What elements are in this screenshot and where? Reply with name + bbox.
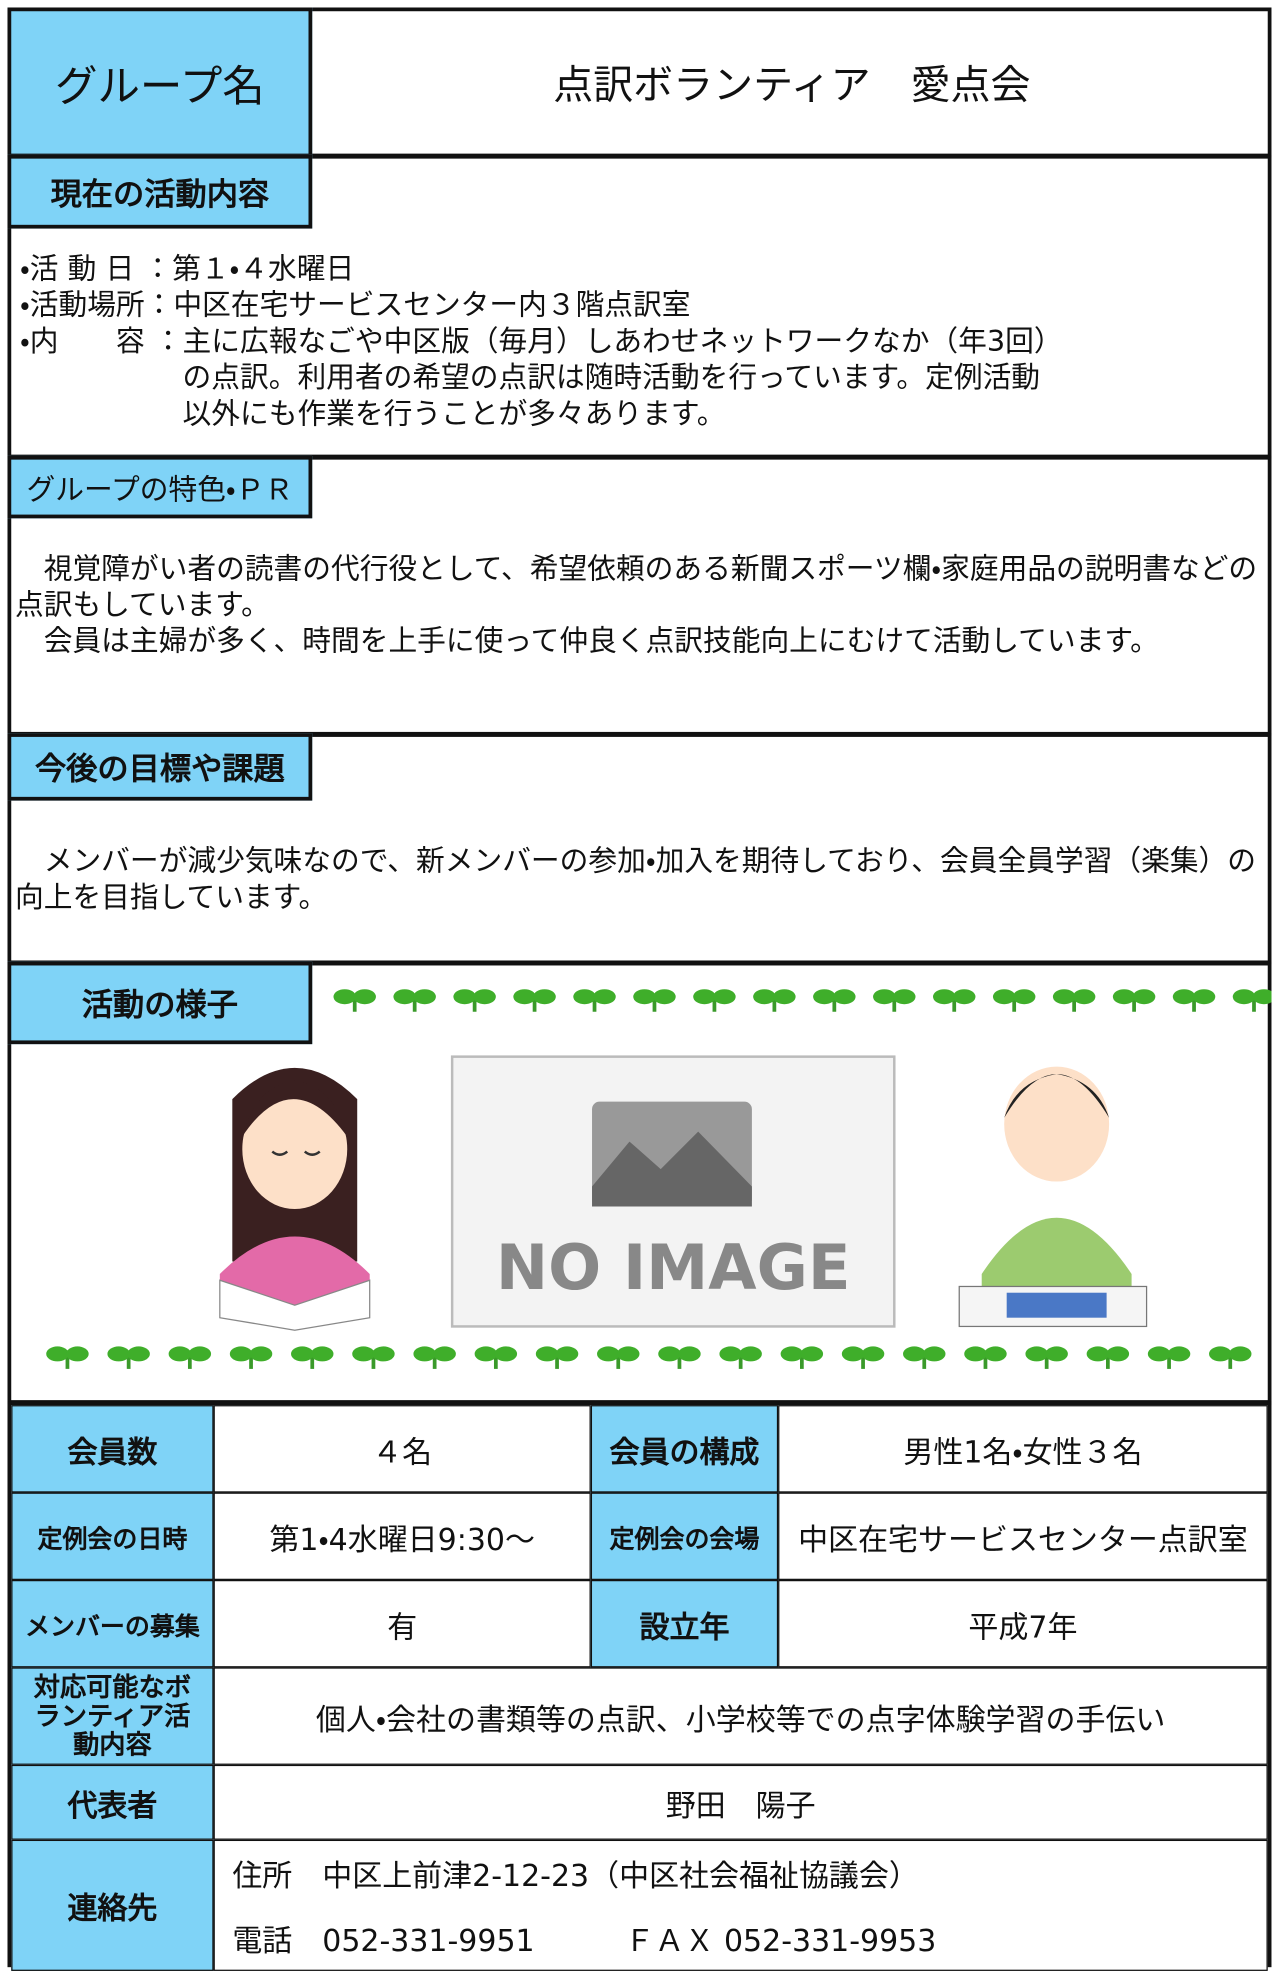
sprout: [1025, 1346, 1068, 1369]
header-label: グループ名: [7, 7, 313, 158]
item-line: 主に広報なごや中区版（毎月）しあわせネットワークなか（年3回）: [182, 325, 1063, 359]
sprout: [597, 1346, 640, 1369]
item-body: 中区在宅サービスセンター内３階点訳室: [173, 289, 690, 325]
sprout: [168, 1346, 212, 1369]
sprout: [1052, 989, 1096, 1012]
activity-item: ・活 動 日 ：第１・４水曜日: [20, 252, 1257, 288]
sprout: [413, 1346, 456, 1369]
activity-item: ・活動場所： 中区在宅サービスセンター内３階点訳室: [20, 289, 1257, 325]
table-cell: 男性1名・女性３名: [778, 1405, 1268, 1493]
goals-text: メンバーが減少気味なので、新メンバーの参加・加入を期待しており、会員全員学習（楽…: [15, 844, 1266, 916]
item-label: ・内 容 ：: [19, 325, 183, 359]
sprout: [453, 989, 496, 1012]
sprout: [841, 1346, 885, 1369]
sprout: [693, 989, 736, 1012]
table-cell: 有: [213, 1579, 591, 1668]
address: 住所 中区上前津2-12-23（中区社会福祉協議会）: [232, 1858, 919, 1894]
sprout: [352, 1346, 395, 1369]
sprout: [107, 1346, 150, 1369]
woman-illustration: [219, 1067, 371, 1331]
sprout: [229, 1346, 273, 1369]
item-line: の点訳。利用者の希望の点訳は随時活動を行っています。定例活動: [182, 362, 1041, 395]
sprout: [1112, 989, 1156, 1012]
section-title: 今後の目標や課題: [7, 733, 313, 801]
table-cell: 野田 陽子: [213, 1764, 1268, 1840]
item-line: 以外にも作業を行うことが多々あります。: [182, 398, 726, 431]
table-header-cell: 会員数: [11, 1405, 214, 1493]
sprout: [873, 989, 916, 1012]
phone-fax: 電話 052-331-9951 ＦＡＸ 052-331-9953: [232, 1923, 937, 1959]
table-cell: 第1・4水曜日9:30～: [213, 1492, 591, 1580]
table-header-cell: 代表者: [11, 1764, 214, 1840]
table-header-cell: 設立年: [590, 1579, 779, 1668]
table-header-cell: メンバーの募集: [11, 1579, 214, 1668]
sprout: [1147, 1346, 1191, 1369]
no-image-placeholder: NO IMAGE: [450, 1055, 896, 1328]
table-cell: ４名: [213, 1405, 591, 1493]
table-cell: 平成7年: [778, 1579, 1268, 1668]
sprout: [1172, 989, 1216, 1012]
section-title: 活動の様子: [7, 961, 313, 1045]
sprout: [780, 1346, 824, 1369]
item-label: ・活動場所：: [19, 289, 174, 323]
table-header-cell: 会員の構成: [590, 1405, 779, 1493]
illustrations: NO IMAGE: [46, 989, 1272, 1369]
table-cell: 中区在宅サービスセンター点訳室: [778, 1492, 1268, 1580]
item-label: ・活 動 日 ：: [19, 253, 173, 287]
sprout: [719, 1346, 762, 1369]
paragraph: 会員は主婦が多く、時間を上手に使って仲良く点訳技能向上にむけて活動しています。: [14, 625, 1159, 659]
sprout: [535, 1346, 579, 1369]
activity-item: ・内 容 ：主に広報なごや中区版（毎月）しあわせネットワークなか（年3回） の点訳…: [20, 325, 1257, 434]
paragraph: 視覚障がい者の読書の代行役として、希望依頼のある新聞スポーツ欄・家庭用品の説明書…: [14, 553, 1258, 623]
item-line: 中区在宅サービスセンター内３階点訳室: [173, 289, 691, 323]
item-body: 第１・４水曜日: [172, 252, 354, 288]
sprout: [753, 989, 796, 1012]
sprout: [46, 1346, 89, 1369]
info-table: 会員数 ４名 会員の構成 男性1名・女性３名定例会の日時 第1・4水曜日9:30～ 定例会…: [7, 1401, 1272, 1971]
table-cell: 住所 中区上前津2-12-23（中区社会福祉協議会） 電話 052-331-995…: [213, 1839, 1268, 1971]
man-illustration: [958, 1066, 1148, 1328]
sprout: [903, 1346, 946, 1369]
sprout: [964, 1346, 1007, 1369]
sprout: [393, 989, 436, 1012]
sprout: [1232, 989, 1272, 1012]
paragraph: メンバーが減少気味なので、新メンバーの参加・加入を期待しており、会員全員学習（楽…: [14, 845, 1257, 915]
pr-text: 視覚障がい者の読書の代行役として、希望依頼のある新聞スポーツ欄・家庭用品の説明書…: [15, 552, 1266, 661]
table-header-cell: 定例会の会場: [590, 1492, 779, 1580]
sprout: [291, 1346, 334, 1369]
sprout: [474, 1346, 518, 1369]
group-name: 点訳ボランティア 愛点会: [553, 61, 1031, 109]
section-title: グループの特色・ＰＲ: [7, 455, 313, 519]
sprout: [813, 989, 856, 1012]
sprout: [933, 989, 976, 1012]
table-header-cell: 連絡先: [11, 1839, 214, 1971]
sprout: [633, 989, 676, 1012]
section-title: 現在の活動内容: [7, 154, 313, 229]
sprout: [1209, 1346, 1252, 1369]
table-header-cell: 対応可能なボランティア活動内容: [11, 1667, 214, 1765]
item-body: 主に広報なごや中区版（毎月）しあわせネットワークなか（年3回） の点訳。利用者の希…: [183, 325, 1063, 434]
sprout: [573, 989, 616, 1012]
table-cell: 個人・会社の書類等の点訳、小学校等での点字体験学習の手伝い: [213, 1667, 1268, 1765]
placeholder-text: NO IMAGE: [496, 1231, 851, 1304]
activity-list: ・活 動 日 ：第１・４水曜日 ・活動場所： 中区在宅サービスセンター内３階点訳室・…: [20, 252, 1257, 433]
sprout: [992, 989, 1036, 1012]
table-header-cell: 定例会の日時: [11, 1492, 214, 1580]
sprout: [1086, 1346, 1130, 1369]
sprout: [513, 989, 556, 1012]
sprout: [333, 989, 376, 1012]
sprout: [658, 1346, 701, 1369]
item-line: 第１・４水曜日: [172, 253, 355, 287]
